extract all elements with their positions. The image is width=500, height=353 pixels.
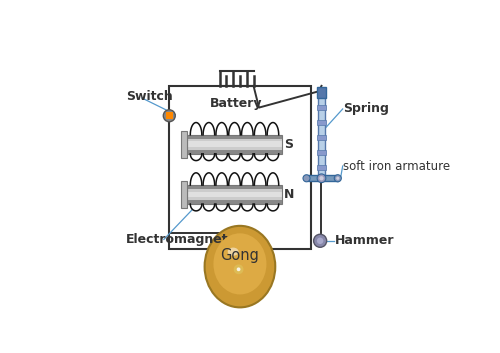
Bar	[187, 139, 282, 150]
Bar	[308, 175, 338, 181]
Bar	[187, 189, 282, 200]
Text: Hammer: Hammer	[335, 234, 394, 247]
Bar	[187, 185, 282, 204]
Text: Gong: Gong	[220, 248, 260, 263]
Bar	[181, 181, 187, 208]
Ellipse shape	[214, 233, 266, 294]
Bar	[317, 106, 326, 110]
Text: N: N	[284, 188, 294, 201]
Bar	[166, 113, 173, 119]
Bar	[317, 120, 326, 125]
Circle shape	[164, 110, 175, 122]
Ellipse shape	[204, 226, 276, 307]
Bar	[316, 87, 326, 98]
Circle shape	[334, 175, 342, 182]
Text: Switch: Switch	[126, 90, 172, 103]
Circle shape	[320, 176, 324, 180]
Circle shape	[317, 174, 326, 183]
Bar	[318, 97, 326, 178]
Bar	[187, 192, 282, 197]
Ellipse shape	[228, 247, 238, 256]
Circle shape	[303, 175, 310, 182]
Text: Battery: Battery	[210, 97, 262, 110]
Text: Spring: Spring	[343, 102, 389, 115]
Bar	[187, 185, 282, 204]
Text: soft iron armature: soft iron armature	[343, 160, 450, 173]
Bar	[187, 142, 282, 147]
Bar	[317, 150, 326, 155]
Bar	[317, 165, 326, 169]
Text: S: S	[284, 138, 293, 151]
Circle shape	[236, 268, 240, 271]
Circle shape	[317, 238, 324, 244]
Circle shape	[336, 176, 340, 180]
Circle shape	[314, 234, 326, 247]
Bar	[181, 131, 187, 158]
Bar	[170, 86, 310, 249]
Bar	[187, 135, 282, 154]
Bar	[317, 135, 326, 140]
Text: Electromagnet: Electromagnet	[126, 233, 228, 246]
Circle shape	[234, 264, 243, 274]
Bar	[187, 135, 282, 154]
